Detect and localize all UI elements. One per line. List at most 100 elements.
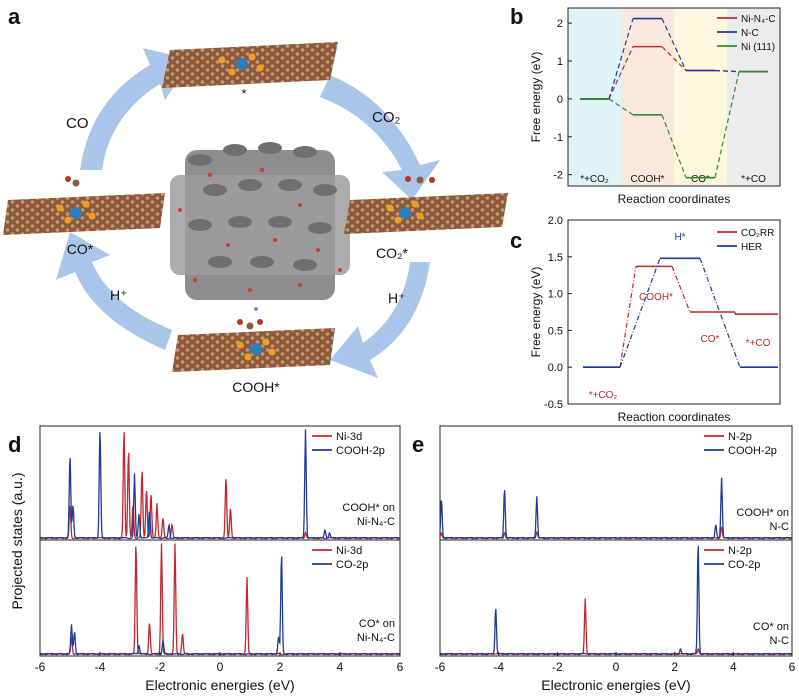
b-connector (608, 46, 634, 100)
arrow-top-right (320, 75, 440, 200)
d-pdos-curve (40, 556, 401, 656)
d-pdos-curve (39, 432, 401, 540)
sheet-right (344, 176, 508, 234)
e-xtick-label: -6 (435, 660, 446, 674)
panel-c-xlabel: Reaction coordinates (618, 410, 731, 424)
panel-d-bottom-text-1: CO* on (359, 618, 395, 630)
e-xtick-label: 4 (730, 660, 737, 674)
e-legend-label: N-2p (728, 545, 752, 557)
panel-c-y-ticks: -0.5 0.0 0.5 1.0 1.5 2.0 (544, 215, 572, 411)
porous-carbon-model (170, 142, 350, 300)
e-pdos-curve (439, 598, 793, 656)
b-ytick-label: 0 (557, 94, 563, 106)
c-ytick-label: 0.0 (548, 362, 563, 374)
panel-a: a (3, 4, 508, 395)
panel-e-xlabel: Electronic energies (eV) (541, 677, 690, 693)
panel-d-legends: Ni-3d COOH-2p Ni-3d CO-2p (312, 431, 385, 571)
c-her-connector (619, 258, 661, 368)
label-co-arrow: CO (66, 115, 89, 132)
e-xtick-label: 0 (613, 660, 620, 674)
b-stage-label: CO* (691, 174, 710, 185)
d-xtick-label: -2 (155, 660, 166, 674)
panel-c-series (583, 257, 778, 369)
b-connector (714, 69, 740, 73)
panel-d-frame (39, 425, 401, 657)
d-xtick-label: 2 (277, 660, 284, 674)
panel-b-series (580, 17, 768, 179)
panel-b-ylabel: Free energy (eV) (529, 52, 543, 143)
sheet-bottom (172, 307, 335, 372)
e-xtick-label: -4 (493, 660, 504, 674)
d-xtick-label: 4 (337, 660, 344, 674)
panel-b-y-ticks: -2 -1 0 1 2 (553, 18, 572, 182)
d-legend-label: Ni-3d (336, 431, 362, 443)
label-cooh-star: COOH* (232, 379, 280, 395)
panel-e-x-ticks: -6 -4 -2 0 2 4 6 (435, 652, 796, 674)
label-top-star: * (241, 86, 246, 101)
d-xtick-label: 6 (397, 660, 404, 674)
panel-b-frame (567, 7, 781, 187)
b-stage-band (727, 8, 780, 186)
b-legend-label: N-C (741, 28, 759, 39)
e-xtick-label: -2 (552, 660, 563, 674)
panel-e: e -6 -4 -2 0 2 4 6 N-2p COOH-2p N-2p CO-2p COOH* … (412, 425, 796, 693)
b-stage-band (674, 8, 727, 186)
c-ytick-label: 1.5 (548, 252, 563, 264)
b-ytick-label: -1 (553, 132, 563, 144)
panel-c-annotations: *+CO₂ COOH* H* CO* *+CO (589, 232, 771, 401)
c-ytick-label: 2.0 (548, 215, 563, 227)
b-ytick-label: -2 (553, 170, 563, 182)
c-legend-label: HER (741, 242, 762, 253)
b-stage-band (621, 8, 674, 186)
arrow-right-down (330, 262, 430, 378)
sheet-top (162, 42, 338, 88)
c-ytick-label: -0.5 (544, 399, 563, 411)
b-legend-label: Ni (111) (741, 42, 775, 53)
d-xtick-label: 0 (217, 660, 224, 674)
c-ytick-label: 0.5 (548, 325, 563, 337)
c-co2rr-connector (619, 266, 637, 368)
c-annotation: *+CO (746, 338, 771, 349)
c-legend-label: CO₂RR (741, 228, 774, 239)
panel-e-letter: e (412, 432, 424, 457)
panel-e-legends: N-2p COOH-2p N-2p CO-2p (704, 431, 777, 571)
c-co2rr-connector (671, 266, 691, 313)
panel-d-top-text-1: COOH* on (342, 502, 395, 514)
b-ytick-label: 1 (557, 56, 563, 68)
e-legend-label: COOH-2p (728, 445, 777, 457)
panel-e-bottom-text-1: CO* on (753, 621, 789, 633)
b-stage-label: COOH* (631, 174, 665, 185)
panel-d: d -6 -4 -2 0 2 4 6 Ni-3d COOH-2p Ni-3d CO-2p COOH… (8, 425, 404, 693)
c-ytick-label: 1.0 (548, 289, 563, 301)
d-xtick-label: -6 (35, 660, 46, 674)
panel-d-series (39, 429, 401, 656)
panel-c-letter: c (510, 228, 522, 253)
panel-b-stage-bands (568, 8, 780, 186)
panel-d-ylabel: Projected states (a.u.) (9, 473, 25, 610)
b-connector (661, 46, 687, 71)
d-legend-label: Ni-3d (336, 545, 362, 557)
c-annotation: CO* (701, 334, 720, 345)
panel-b-stage-labels: *+CO₂ COOH* CO* *+CO (580, 174, 766, 185)
b-legend-label: Ni-N₄-C (741, 14, 776, 25)
label-co2-star: CO₂* (376, 245, 408, 261)
c-annotation: H* (674, 232, 685, 243)
sheet-left (3, 176, 165, 235)
c-annotation: COOH* (639, 292, 673, 303)
d-xtick-label: -4 (95, 660, 106, 674)
panel-b-letter: b (510, 4, 523, 29)
label-h-right: H⁺ (388, 290, 406, 306)
panel-b-xlabel: Reaction coordinates (618, 192, 731, 206)
panel-d-x-ticks: -6 -4 -2 0 2 4 6 (35, 652, 404, 674)
e-pdos-curve (439, 477, 793, 540)
panel-e-top-text-1: COOH* on (736, 507, 789, 519)
label-co-star: CO* (67, 241, 94, 257)
b-connector (661, 114, 687, 178)
b-connector (608, 98, 634, 116)
panel-c-legend: CO₂RR HER (717, 228, 774, 253)
b-connector (714, 71, 740, 178)
b-connector (661, 18, 687, 71)
